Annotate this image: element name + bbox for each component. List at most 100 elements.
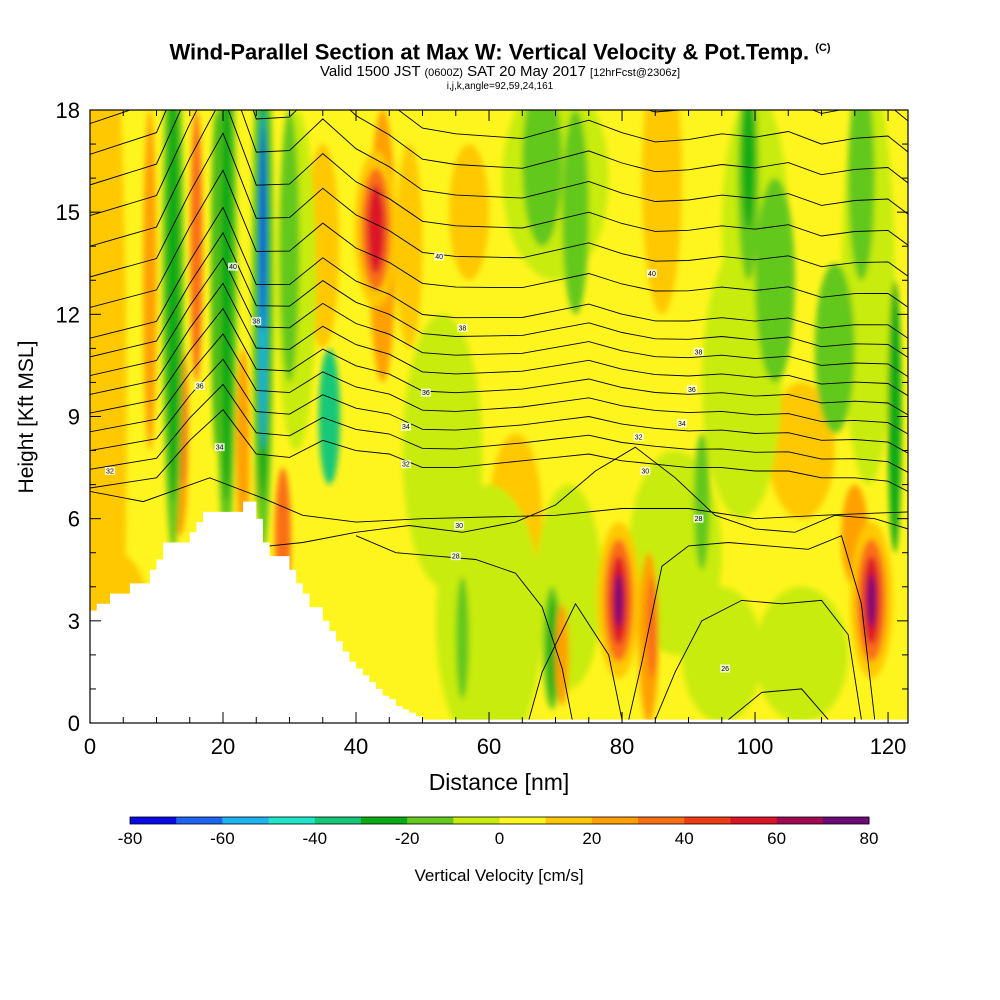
- forecast-tag: [12hrFcst@2306z]: [590, 67, 681, 80]
- shading-blob: [548, 597, 557, 700]
- shading-blob: [755, 586, 849, 723]
- contour-label: 36: [194, 381, 205, 390]
- contour-label-box: [420, 388, 431, 397]
- theta-contour: [90, 110, 908, 125]
- colorbar-tick-label: -40: [302, 829, 327, 848]
- valid-utc: (0600Z): [424, 67, 463, 80]
- colorbar-swatch: [776, 817, 824, 824]
- shading-blob: [562, 110, 589, 315]
- plot-area: 40 40 40 38 38 38 36 36 36 34 34 34 32 32 32 30 30 28 28 26: [90, 0, 908, 723]
- contour-label: 28: [450, 552, 461, 561]
- contour-label-box: [686, 385, 697, 394]
- contour-label-box: [633, 432, 644, 441]
- theta-contour: [728, 688, 829, 720]
- contour-label: 30: [454, 521, 465, 530]
- theta-contour: [90, 206, 908, 339]
- theta-contour: [90, 110, 908, 186]
- contour-label-text: 36: [422, 390, 430, 397]
- contour-label-text: 40: [648, 271, 656, 278]
- theta-contours: [90, 0, 908, 720]
- velocity-field: [90, 110, 902, 723]
- theta-contour: [90, 307, 908, 416]
- contour-label-box: [646, 269, 657, 278]
- colorbar-swatch: [730, 817, 778, 824]
- contour-label: 26: [720, 664, 731, 673]
- contour-label: 40: [227, 262, 238, 271]
- shading-blob: [742, 110, 755, 230]
- theta-contour: [90, 110, 908, 155]
- colorbar-swatch: [545, 817, 593, 824]
- contour-label-text: 30: [455, 523, 463, 530]
- contour-label-box: [104, 466, 115, 475]
- shading-blob: [693, 433, 710, 570]
- shading-blob: [395, 144, 423, 349]
- contour-label: 32: [633, 432, 644, 441]
- contour-label-text: 34: [216, 445, 224, 452]
- shading-blob: [814, 263, 855, 434]
- shading-blob: [522, 110, 563, 247]
- x-tick-label: 0: [84, 734, 96, 759]
- contour-label-text: 32: [635, 434, 643, 441]
- contour-label-text: 36: [196, 383, 204, 390]
- contour-label-box: [676, 419, 687, 428]
- theta-contour: [90, 0, 908, 93]
- contour-label-box: [640, 466, 651, 475]
- downdraft: [166, 110, 180, 502]
- contour-label-text: 28: [695, 516, 703, 523]
- x-tick-label: 40: [344, 734, 368, 759]
- colorbar-label: Vertical Velocity [cm/s]: [414, 866, 583, 885]
- colorbar-tick-label: -80: [118, 829, 143, 848]
- shading-blob: [768, 382, 835, 519]
- theta-contour: [654, 599, 862, 720]
- contour-label-box: [454, 521, 465, 530]
- shading-blob: [190, 110, 203, 383]
- contour-label: 34: [214, 443, 225, 452]
- valid-date: SAT 20 May 2017: [467, 63, 586, 81]
- shading-blob: [555, 603, 569, 706]
- contour-label: 38: [251, 317, 262, 326]
- contour-label: 36: [420, 388, 431, 397]
- contour-label: 32: [104, 466, 115, 475]
- theta-contour-labels: 40 40 40 38 38 38 36 36 36 34 34 34 32 32 32 30 30 28 28 26: [104, 252, 731, 673]
- theta-contour: [90, 110, 908, 217]
- x-tick-label: 120: [870, 734, 907, 759]
- contour-label: 28: [693, 514, 704, 523]
- contour-label-text: 32: [106, 468, 114, 475]
- contour-label-box: [434, 252, 445, 261]
- contour-label: 30: [640, 466, 651, 475]
- contour-label: 40: [646, 269, 657, 278]
- colorbar-swatch: [453, 817, 500, 824]
- y-tick-label: 3: [68, 609, 80, 634]
- shading-blob: [279, 110, 300, 383]
- colorbar-tick-label: -60: [210, 829, 235, 848]
- y-tick-label: 9: [68, 405, 80, 430]
- colorbar-swatch: [176, 817, 223, 824]
- section-params: i,j,k,angle=92,59,24,161: [446, 81, 554, 93]
- colorbar-tick-label: 0: [495, 829, 504, 848]
- updraft-core: [616, 579, 621, 615]
- theta-contour: [528, 602, 623, 720]
- theta-contour: [90, 110, 908, 247]
- contour-label-box: [251, 317, 262, 326]
- colorbar-tick-label: 60: [767, 829, 786, 848]
- theta-contour: [90, 257, 908, 377]
- colorbar-swatch: [268, 817, 316, 824]
- updraft-core: [869, 579, 874, 615]
- x-tick-label: 80: [610, 734, 634, 759]
- colorbar-swatch: [822, 817, 870, 824]
- theta-contour: [90, 169, 908, 308]
- y-axis-label: Height [Kft MSL]: [15, 341, 38, 494]
- theta-contour: [628, 535, 876, 720]
- contour-label-box: [693, 347, 704, 356]
- theta-contour: [90, 231, 908, 358]
- shading-blob: [646, 576, 658, 679]
- contour-label-box: [450, 552, 461, 561]
- x-axis: 0 20 40 60 80 100 120: [84, 110, 907, 759]
- downdraft-core: [260, 127, 266, 332]
- contour-label-box: [720, 664, 731, 673]
- colorbar-swatch: [360, 817, 408, 824]
- colorbar-tick-label: 40: [675, 829, 694, 848]
- shading-blob: [318, 348, 341, 485]
